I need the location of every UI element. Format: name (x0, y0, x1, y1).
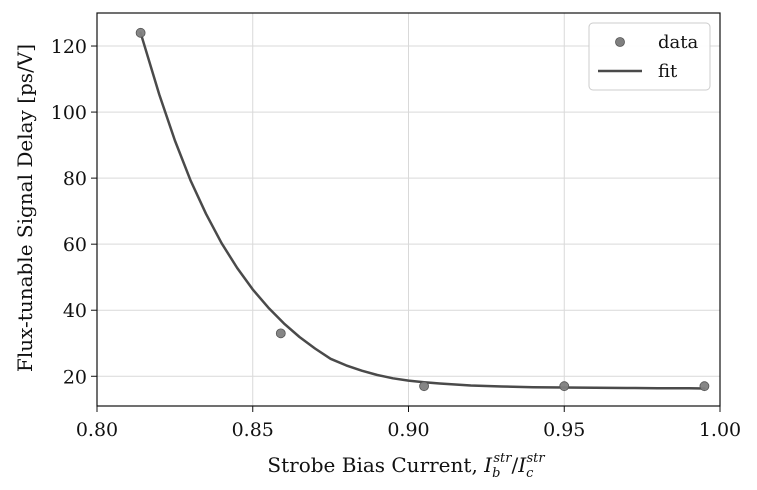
x-axis-label-den-base: I (517, 453, 527, 477)
x-axis-label-text: Strobe Bias Current, (267, 453, 484, 477)
y-tick-label-1: 40 (63, 300, 87, 322)
x-axis-label-den-sup: str (526, 451, 545, 466)
x-axis-label-num-sub: b (492, 466, 500, 481)
x-axis-label-den-sub: c (526, 466, 534, 481)
data-point-0 (135, 27, 146, 38)
data-point-4 (699, 381, 710, 392)
x-tick-label-2: 0.90 (387, 419, 429, 441)
y-tick-label-3: 80 (63, 168, 87, 190)
y-axis-label: Flux-tunable Signal Delay [ps/V] (13, 44, 37, 372)
legend-data-label: data (658, 32, 698, 53)
point-layer (135, 27, 710, 392)
x-tick-label-3: 0.95 (543, 419, 585, 441)
x-axis-label-num-sup: str (493, 451, 512, 466)
legend-data-marker (615, 37, 625, 47)
x-tick-label-1: 0.85 (232, 419, 274, 441)
legend-fit-label: fit (658, 61, 678, 82)
y-tick-label-0: 20 (63, 366, 87, 388)
y-tick-label-4: 100 (51, 102, 87, 124)
x-axis-label-num-base: I (483, 453, 493, 477)
tick-layer: 0.80 0.85 0.90 0.95 1.00 20 40 60 80 100 120 (51, 36, 741, 441)
data-point-2 (419, 381, 429, 392)
x-tick-label-0: 0.80 (76, 419, 118, 441)
fit-layer (139, 31, 706, 390)
data-point-1 (275, 328, 286, 339)
x-axis-label-slash: / (512, 453, 519, 477)
y-tick-label-2: 60 (63, 234, 87, 256)
fit-series-line (139, 31, 706, 390)
x-tick-label-4: 1.00 (699, 419, 741, 441)
x-axis-label: Strobe Bias Current, Ibstr/Icstr (267, 451, 545, 481)
y-tick-label-5: 120 (51, 36, 87, 58)
data-point-3 (559, 381, 570, 392)
legend: data fit (588, 22, 711, 91)
